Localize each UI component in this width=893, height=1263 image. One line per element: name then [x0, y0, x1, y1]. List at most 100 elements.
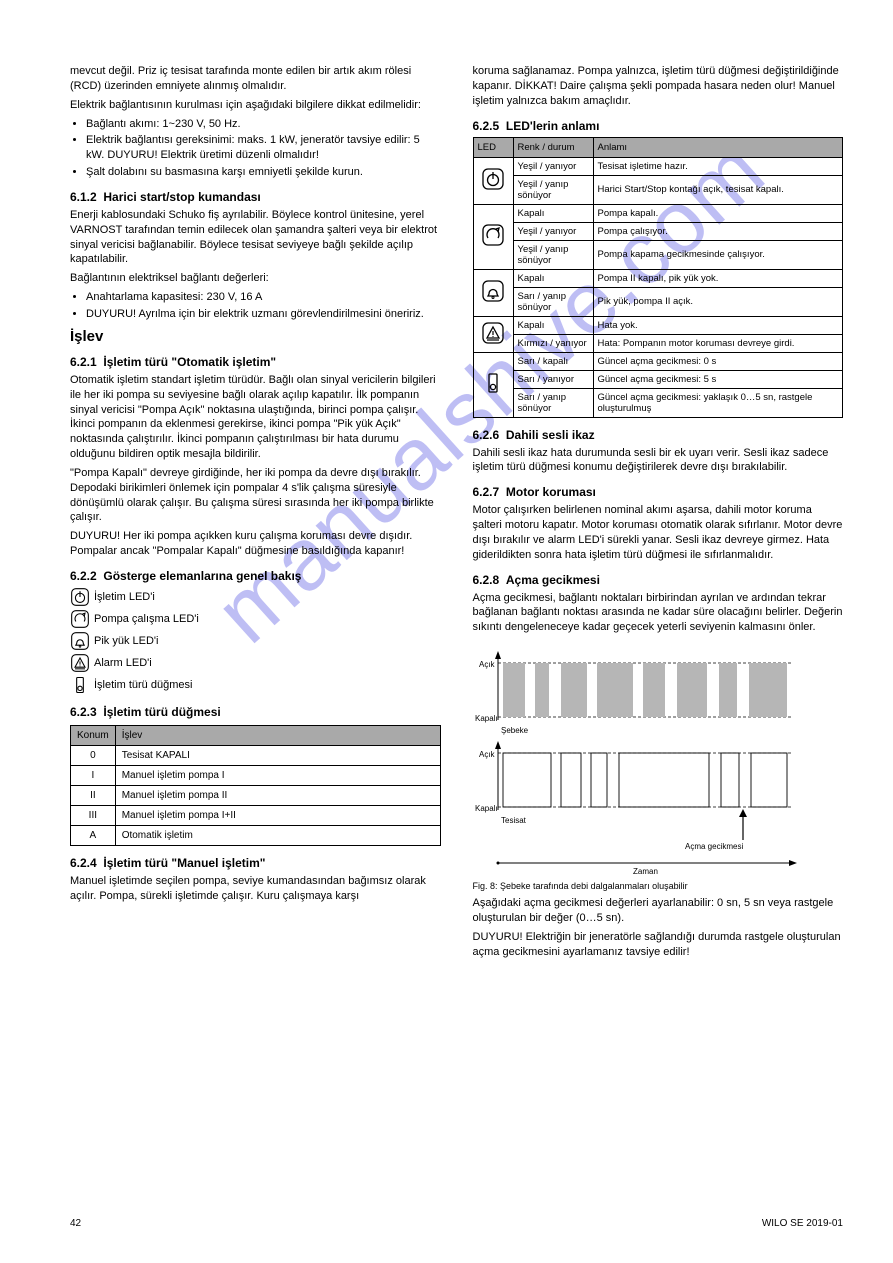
- switch-td: Tesisat KAPALI: [115, 745, 440, 765]
- timing-chart: Açık Kapalı Şebeke Açık Kapalı Tesisat A…: [473, 645, 813, 875]
- led-td: Sarı / yanıyor: [513, 370, 593, 388]
- led-td: Sarı / yanıp sönüyor: [513, 388, 593, 417]
- intro-li: Bağlantı akımı: 1~230 V, 50 Hz.: [86, 117, 441, 132]
- sec-612-li: DUYURU! Ayrılma için bir elektrik uzmanı…: [86, 307, 441, 322]
- led-td: Tesisat işletime hazır.: [593, 157, 843, 175]
- led-td: Pompa kapama gecikmesinde çalışıyor.: [593, 240, 843, 269]
- intro-p1: mevcut değil. Priz iç tesisat tarafında …: [70, 64, 441, 94]
- led-td: Yeşil / yanıyor: [513, 157, 593, 175]
- led-td: Kapalı: [513, 269, 593, 287]
- switch-td: 0: [71, 745, 116, 765]
- intro-li: Şalt dolabını su basmasına karşı emniyet…: [86, 165, 441, 180]
- alarm-icon: [70, 653, 90, 673]
- sec-612-title: Harici start/stop kumandası: [103, 190, 260, 204]
- intro-p2: Elektrik bağlantısının kurulması için aş…: [70, 98, 441, 113]
- switch-td: Manuel işletim pompa I+II: [115, 805, 440, 825]
- sec-628-num: 6.2.8: [473, 573, 500, 587]
- axis-off2: Kapalı: [475, 804, 498, 813]
- led-td: Pompa kapalı.: [593, 204, 843, 222]
- sec-627-title: Motor koruması: [506, 485, 596, 499]
- sec-628-p: Açma gecikmesi, bağlantı noktaları birbi…: [473, 591, 844, 636]
- icon-label: Pik yük LED'i: [94, 635, 158, 647]
- power-icon: [70, 587, 90, 607]
- sec-628-title: Açma gecikmesi: [506, 573, 600, 587]
- footer-right: WILO SE 2019-01: [762, 1218, 843, 1229]
- bell-icon: [70, 631, 90, 651]
- fig-label: Fig. 8: Şebeke tarafında debi dalgalanma…: [473, 880, 844, 892]
- sec-624-title: İşletim türü "Manuel işletim": [103, 856, 265, 870]
- switch-td: II: [71, 785, 116, 805]
- sec-612-num: 6.1.2: [70, 190, 97, 204]
- led-table: LED Renk / durum Anlamı Yeşil / yanıyor …: [473, 137, 844, 418]
- x-label: Zaman: [633, 867, 658, 875]
- bell-icon: [481, 279, 505, 303]
- sec-612-limits-title: Bağlantının elektriksel bağlantı değerle…: [70, 271, 441, 286]
- switch-icon: [481, 371, 505, 395]
- led-td: Hata: Pompanın motor koruması devreye gi…: [593, 334, 843, 352]
- led-td: Güncel açma gecikmesi: 5 s: [593, 370, 843, 388]
- sec-624-p: Manuel işletimde seçilen pompa, seviye k…: [70, 874, 441, 904]
- led-td: Güncel açma gecikmesi: 0 s: [593, 352, 843, 370]
- sec-621-title: İşletim türü "Otomatik işletim": [103, 355, 276, 369]
- led-td: Güncel açma gecikmesi: yaklaşık 0…5 sn, …: [593, 388, 843, 417]
- sec-625-title: LED'lerin anlamı: [506, 119, 600, 133]
- sec-626-num: 6.2.6: [473, 428, 500, 442]
- footer-left: 42: [70, 1218, 81, 1229]
- footer: 42 WILO SE 2019-01: [70, 1218, 843, 1229]
- sec-612-li: Anahtarlama kapasitesi: 230 V, 16 A: [86, 290, 441, 305]
- p-after-chart: Aşağıdaki açma gecikmesi değerleri ayarl…: [473, 896, 844, 926]
- switch-th: Konum: [71, 725, 116, 745]
- sec-612-p: Enerji kablosundaki Schuko fiş ayrılabil…: [70, 208, 441, 267]
- icon-list: İşletim LED'i Pompa çalışma LED'i Pik yü…: [70, 587, 441, 695]
- chart-bottom-label: Tesisat: [501, 816, 527, 825]
- switch-td: I: [71, 765, 116, 785]
- right-intro: koruma sağlanamaz. Pompa yalnızca, işlet…: [473, 64, 844, 109]
- arrow-label: Açma gecikmesi: [685, 842, 743, 851]
- sec-623-title: İşletim türü düğmesi: [103, 705, 220, 719]
- sec-621-p1: Otomatik işletim standart işletim türüdü…: [70, 373, 441, 462]
- led-td: Kapalı: [513, 316, 593, 334]
- led-td: Pompa çalışıyor.: [593, 222, 843, 240]
- intro-li: Elektrik bağlantısı gereksinimi: maks. 1…: [86, 133, 441, 163]
- switch-td: Manuel işletim pompa I: [115, 765, 440, 785]
- led-td: Pik yük, pompa II açık.: [593, 287, 843, 316]
- sec-627-num: 6.2.7: [473, 485, 500, 499]
- right-column: koruma sağlanamaz. Pompa yalnızca, işlet…: [473, 60, 844, 964]
- sec-621-note: DUYURU! Her iki pompa açıkken kuru çalış…: [70, 529, 441, 559]
- icon-label: İşletim türü düğmesi: [94, 679, 192, 691]
- power-icon: [481, 167, 505, 191]
- icon-label: İşletim LED'i: [94, 591, 155, 603]
- led-td: Harici Start/Stop kontağı açık, tesisat …: [593, 175, 843, 204]
- switch-td: A: [71, 825, 116, 845]
- switch-table: Konum İşlev 0Tesisat KAPALI IManuel işle…: [70, 725, 441, 846]
- left-column: mevcut değil. Priz iç tesisat tarafında …: [70, 60, 441, 964]
- led-th: LED: [473, 137, 513, 157]
- led-td: Hata yok.: [593, 316, 843, 334]
- led-td: Yeşil / yanıp sönüyor: [513, 175, 593, 204]
- sec-623-num: 6.2.3: [70, 705, 97, 719]
- led-td: Yeşil / yanıp sönüyor: [513, 240, 593, 269]
- sec-626-p: Dahili sesli ikaz hata durumunda sesli b…: [473, 446, 844, 476]
- switch-td: Manuel işletim pompa II: [115, 785, 440, 805]
- axis-off: Kapalı: [475, 714, 498, 723]
- sec-621-num: 6.2.1: [70, 355, 97, 369]
- axis-on2: Açık: [479, 750, 496, 759]
- note-after-chart: DUYURU! Elektriğin bir jeneratörle sağla…: [473, 930, 844, 960]
- sec-627-p: Motor çalışırken belirlenen nominal akım…: [473, 503, 844, 562]
- led-th: Anlamı: [593, 137, 843, 157]
- sec-622-num: 6.2.2: [70, 569, 97, 583]
- led-td: Sarı / yanıp sönüyor: [513, 287, 593, 316]
- led-td: Sarı / kapalı: [513, 352, 593, 370]
- led-td: Yeşil / yanıyor: [513, 222, 593, 240]
- led-th: Renk / durum: [513, 137, 593, 157]
- switch-td: Otomatik işletim: [115, 825, 440, 845]
- icon-label: Alarm LED'i: [94, 657, 152, 669]
- led-td: Kırmızı / yanıyor: [513, 334, 593, 352]
- alarm-icon: [481, 321, 505, 345]
- chart-top-label: Şebeke: [501, 726, 529, 735]
- sec-626-title: Dahili sesli ikaz: [506, 428, 595, 442]
- sec-621-p2: "Pompa Kapalı" devreye girdiğinde, her i…: [70, 466, 441, 525]
- led-td: Pompa II kapalı, pik yük yok.: [593, 269, 843, 287]
- switch-icon: [70, 675, 90, 695]
- pump-icon: [481, 223, 505, 247]
